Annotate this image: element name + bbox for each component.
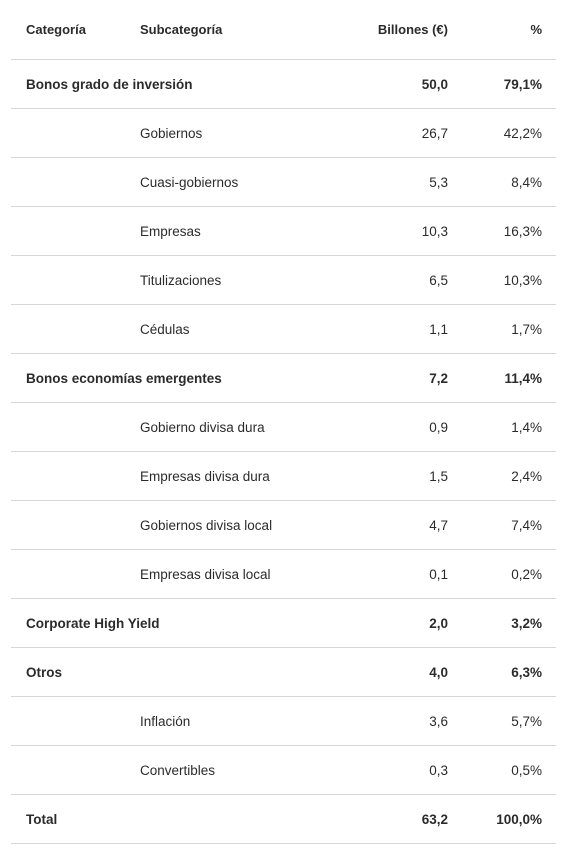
table-row: Titulizaciones 6,5 10,3% bbox=[11, 256, 556, 305]
row-pct: 2,4% bbox=[511, 468, 542, 484]
row-categoria: Corporate High Yield bbox=[26, 615, 160, 631]
table-header-row: Categoría Subcategoría Billones (€) % bbox=[11, 0, 556, 60]
row-subcategoria: Gobiernos divisa local bbox=[140, 517, 273, 533]
table-row: Cuasi-gobiernos 5,3 8,4% bbox=[11, 158, 556, 207]
row-billones: 6,5 bbox=[429, 272, 448, 288]
row-billones: 1,1 bbox=[429, 321, 448, 337]
table-body: Bonos grado de inversión 50,0 79,1% Gobiern… bbox=[11, 60, 556, 844]
row-billones: 1,5 bbox=[429, 468, 448, 484]
row-billones: 0,9 bbox=[429, 419, 448, 435]
row-subcategoria: Cuasi-gobiernos bbox=[140, 174, 239, 190]
row-subcategoria: Inflación bbox=[140, 713, 191, 729]
allocation-table: Categoría Subcategoría Billones (€) % Bo… bbox=[11, 0, 556, 844]
row-subcategoria: Convertibles bbox=[140, 762, 216, 778]
row-subcategoria: Empresas divisa local bbox=[140, 566, 271, 582]
row-billones: 3,6 bbox=[429, 713, 448, 729]
table-row: Gobiernos divisa local 4,7 7,4% bbox=[11, 501, 556, 550]
table-row: Empresas divisa dura 1,5 2,4% bbox=[11, 452, 556, 501]
row-billones: 5,3 bbox=[429, 174, 448, 190]
row-pct: 1,7% bbox=[511, 321, 542, 337]
table-row: Gobiernos 26,7 42,2% bbox=[11, 109, 556, 158]
row-subcategoria: Empresas bbox=[140, 223, 201, 239]
row-pct: 42,2% bbox=[503, 125, 542, 141]
row-billones: 26,7 bbox=[421, 125, 448, 141]
table-row: Bonos grado de inversión 50,0 79,1% bbox=[11, 60, 556, 109]
table-row: Convertibles 0,3 0,5% bbox=[11, 746, 556, 795]
row-billones: 0,1 bbox=[429, 566, 448, 582]
row-pct: 8,4% bbox=[511, 174, 542, 190]
table-row: Empresas 10,3 16,3% bbox=[11, 207, 556, 256]
row-billones: 2,0 bbox=[429, 615, 448, 631]
row-billones: 7,2 bbox=[429, 370, 448, 386]
row-pct: 6,3% bbox=[511, 664, 542, 680]
row-pct: 5,7% bbox=[511, 713, 542, 729]
row-billones: 50,0 bbox=[421, 76, 448, 92]
row-pct: 3,2% bbox=[511, 615, 542, 631]
row-pct: 0,2% bbox=[511, 566, 542, 582]
row-categoria: Bonos economías emergentes bbox=[26, 370, 222, 386]
row-subcategoria: Empresas divisa dura bbox=[140, 468, 270, 484]
row-billones: 0,3 bbox=[429, 762, 448, 778]
row-billones: 4,7 bbox=[429, 517, 448, 533]
row-pct: 7,4% bbox=[511, 517, 542, 533]
row-pct: 79,1% bbox=[503, 76, 542, 92]
row-subcategoria: Titulizaciones bbox=[140, 272, 222, 288]
table-row: Inflación 3,6 5,7% bbox=[11, 697, 556, 746]
table-row: Total 63,2 100,0% bbox=[11, 795, 556, 844]
row-pct: 16,3% bbox=[503, 223, 542, 239]
header-categoria: Categoría bbox=[26, 22, 86, 37]
table-row: Gobierno divisa dura 0,9 1,4% bbox=[11, 403, 556, 452]
row-subcategoria: Cédulas bbox=[140, 321, 190, 337]
row-pct: 10,3% bbox=[503, 272, 542, 288]
row-pct: 100,0% bbox=[496, 811, 542, 827]
header-subcategoria: Subcategoría bbox=[140, 22, 223, 37]
table-row: Bonos economías emergentes 7,2 11,4% bbox=[11, 354, 556, 403]
header-billones: Billones (€) bbox=[377, 22, 448, 37]
row-pct: 11,4% bbox=[504, 370, 542, 386]
row-categoria: Bonos grado de inversión bbox=[26, 76, 193, 92]
row-subcategoria: Gobiernos bbox=[140, 125, 203, 141]
row-billones: 63,2 bbox=[421, 811, 448, 827]
row-pct: 1,4% bbox=[511, 419, 542, 435]
row-billones: 4,0 bbox=[429, 664, 448, 680]
row-subcategoria: Gobierno divisa dura bbox=[140, 419, 265, 435]
row-pct: 0,5% bbox=[511, 762, 542, 778]
row-billones: 10,3 bbox=[421, 223, 448, 239]
row-categoria: Otros bbox=[26, 664, 63, 680]
row-categoria: Total bbox=[26, 811, 58, 827]
header-pct: % bbox=[530, 22, 542, 37]
table-row: Otros 4,0 6,3% bbox=[11, 648, 556, 697]
table-row: Cédulas 1,1 1,7% bbox=[11, 305, 556, 354]
table-row: Corporate High Yield 2,0 3,2% bbox=[11, 599, 556, 648]
table-row: Empresas divisa local 0,1 0,2% bbox=[11, 550, 556, 599]
